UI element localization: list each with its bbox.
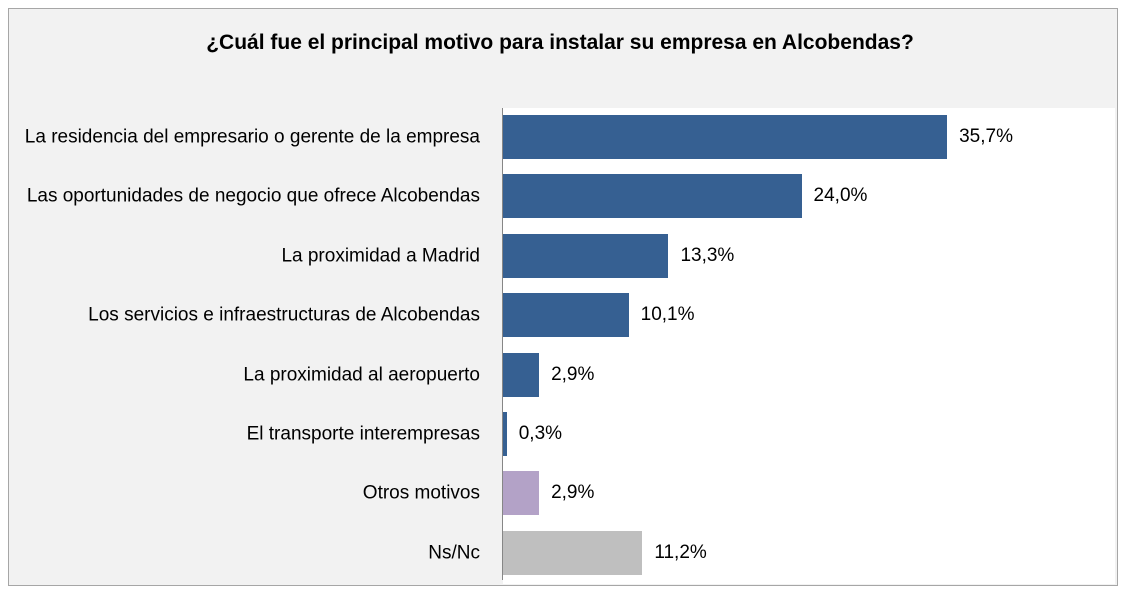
category-label: Las oportunidades de negocio que ofrece … xyxy=(26,185,480,207)
category-label: La proximidad al aeropuerto xyxy=(243,364,480,386)
category-label: La proximidad a Madrid xyxy=(281,245,480,267)
category-label: El transporte interempresas xyxy=(246,423,480,445)
data-label: 24,0% xyxy=(813,185,868,207)
data-label: 35,7% xyxy=(959,126,1013,147)
bar xyxy=(503,471,540,516)
data-label: 13,3% xyxy=(680,244,735,266)
bar xyxy=(503,530,643,575)
chart-title: ¿Cuál fue el principal motivo para insta… xyxy=(206,31,914,54)
category-label: Ns/Nc xyxy=(428,542,480,564)
data-label: 2,9% xyxy=(551,363,595,385)
bar xyxy=(503,174,802,219)
bar xyxy=(503,233,669,278)
category-label: Otros motivos xyxy=(362,482,480,504)
data-label: 2,9% xyxy=(551,482,595,504)
category-axis xyxy=(502,108,503,580)
data-label: 0,3% xyxy=(518,423,563,444)
bar xyxy=(503,293,629,338)
category-label: La residencia del empresario o gerente d… xyxy=(24,126,480,148)
bar xyxy=(503,412,507,456)
bar xyxy=(503,115,948,159)
data-label: 10,1% xyxy=(640,304,695,326)
category-label: Los servicios e infraestructuras de Alco… xyxy=(88,304,480,326)
bar xyxy=(503,352,540,397)
data-label: 11,2% xyxy=(654,541,707,563)
